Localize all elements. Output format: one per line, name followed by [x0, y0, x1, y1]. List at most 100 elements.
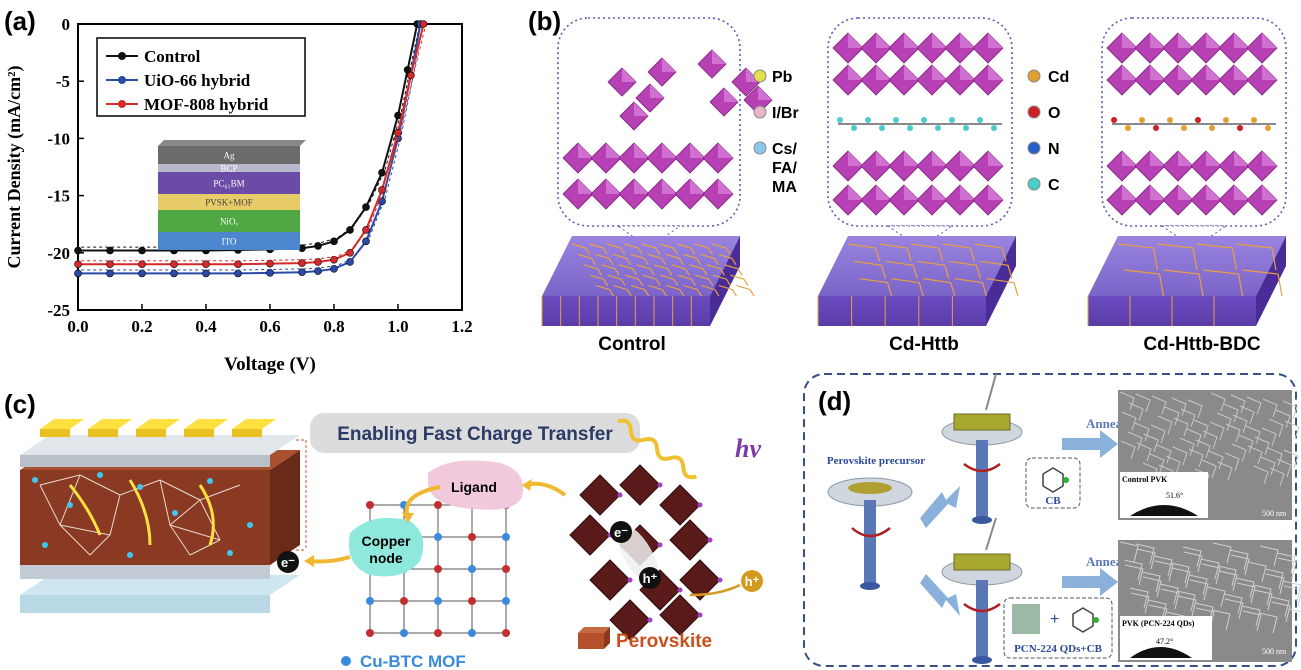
octahedron-face: [690, 143, 705, 158]
mof-particle: [127, 552, 133, 558]
spin-coater-left: [827, 477, 913, 590]
film-slab-side: [1256, 236, 1286, 326]
grain-edge: [1238, 434, 1254, 454]
mof-particle: [207, 478, 213, 484]
grain-boundary: [885, 260, 918, 279]
grain-boundary: [577, 253, 597, 266]
octahedron-face: [606, 143, 621, 158]
grain-edge: [1176, 590, 1196, 612]
grain-edge: [1217, 565, 1237, 587]
electrode-top: [232, 419, 276, 429]
ligand-blob: [428, 460, 524, 510]
grain-edge: [1173, 417, 1189, 437]
grain-line: [189, 539, 221, 556]
panel-d: (d) Perovskite precursor CB: [800, 368, 1301, 670]
grain-edge: [1182, 546, 1202, 568]
grain-edge: [1164, 406, 1180, 426]
grain-edge: [1177, 595, 1197, 617]
grain-edge: [1147, 599, 1167, 621]
grain-edge: [1268, 418, 1284, 438]
y-tick-label: -5: [56, 72, 70, 91]
crystal-octahedron: [669, 519, 711, 561]
grain-boundary: [701, 285, 720, 297]
grain-boundary: [917, 260, 950, 279]
ligand-label: Ligand: [451, 479, 497, 495]
octahedron-face: [848, 65, 863, 80]
octahedron-face: [1178, 185, 1193, 200]
crystal-octahedron: [659, 594, 701, 636]
grain-edge: [1211, 609, 1231, 631]
perovskite-structure-illustration: Pb I/Br Cs/FA/MA Cd O N C Control Cd-Httb Cd-H…: [541, 17, 1287, 355]
series-point: [170, 269, 178, 278]
grain-edge: [1201, 563, 1221, 585]
grain-edge: [1283, 585, 1301, 607]
cb-label: CB: [1045, 495, 1061, 507]
ligand-atom: [851, 125, 857, 131]
inset-layer-label: ITO: [222, 237, 237, 247]
electrode-top: [88, 419, 132, 429]
octahedron-face: [876, 185, 891, 200]
grain-edge: [1276, 552, 1296, 574]
grain-edge: [1230, 554, 1250, 576]
grain-edge: [1259, 545, 1279, 567]
octahedron-face: [932, 65, 947, 80]
hole-label-crystal: h⁺: [643, 571, 658, 586]
grain-edge: [1195, 439, 1211, 459]
y-tick-label: 0: [62, 15, 71, 34]
ligand-atom: [1195, 117, 1201, 123]
panel-d-label: (d): [818, 386, 851, 416]
charge-path-arrow: [198, 484, 215, 546]
sem-image-top: Control PVK 51.6° 500 nm: [1118, 390, 1300, 520]
grain-edge: [1270, 596, 1290, 618]
grain-line: [59, 474, 81, 526]
octahedron-face: [988, 185, 1003, 200]
octahedron-face: [848, 185, 863, 200]
crystal-octahedron: [659, 484, 701, 526]
series-point: [74, 246, 82, 255]
crystal-atom: [647, 617, 653, 623]
grain-boundary: [671, 264, 690, 276]
mof-node: [468, 565, 476, 573]
x-tick-label: 0.2: [131, 317, 152, 336]
series-point: [314, 267, 322, 275]
grain-edge: [1206, 586, 1226, 608]
mof-particle: [227, 550, 233, 556]
grain-edge: [1129, 587, 1149, 609]
grain-boundary: [636, 264, 655, 276]
series-point: [74, 269, 82, 278]
legend-dot: [753, 69, 767, 83]
grain-line: [169, 499, 201, 526]
grain-boundary: [613, 285, 632, 297]
octahedron-face: [634, 179, 649, 194]
crystal-atom: [697, 502, 703, 508]
legend-label: I/Br: [772, 105, 799, 122]
sem-bottom-scale: 500 nm: [1262, 647, 1287, 656]
grain-boundary: [891, 278, 924, 297]
grain-edge: [1224, 452, 1240, 472]
mof-node: [434, 597, 442, 605]
legend-label: Pb: [772, 69, 793, 86]
electrode-front: [136, 429, 166, 437]
caption-control: Control: [598, 334, 666, 355]
grain-line: [39, 484, 61, 526]
grain-edge: [1247, 445, 1263, 465]
grain-boundary: [724, 264, 743, 276]
grain-edge: [1276, 458, 1292, 478]
octahedron-face: [904, 33, 919, 48]
octahedron-face: [1262, 65, 1277, 80]
grain-edge: [1252, 584, 1272, 606]
legend-label: MOF-808 hybrid: [144, 95, 269, 114]
crystal-atom: [617, 492, 623, 498]
sem-bottom-label: PVK (PCN-224 QDs): [1122, 619, 1195, 628]
octahedron-face: [1262, 33, 1277, 48]
octahedron-face: [988, 65, 1003, 80]
grain-edge: [1271, 601, 1291, 623]
inset-top: [158, 140, 306, 146]
grain-edge: [1253, 589, 1273, 611]
grain-edge: [1232, 414, 1248, 434]
octahedron-face: [758, 86, 772, 100]
grain-edge: [1284, 420, 1300, 440]
grain-boundary: [648, 253, 667, 266]
grain-line: [59, 524, 111, 536]
grain-edge: [1258, 612, 1278, 634]
